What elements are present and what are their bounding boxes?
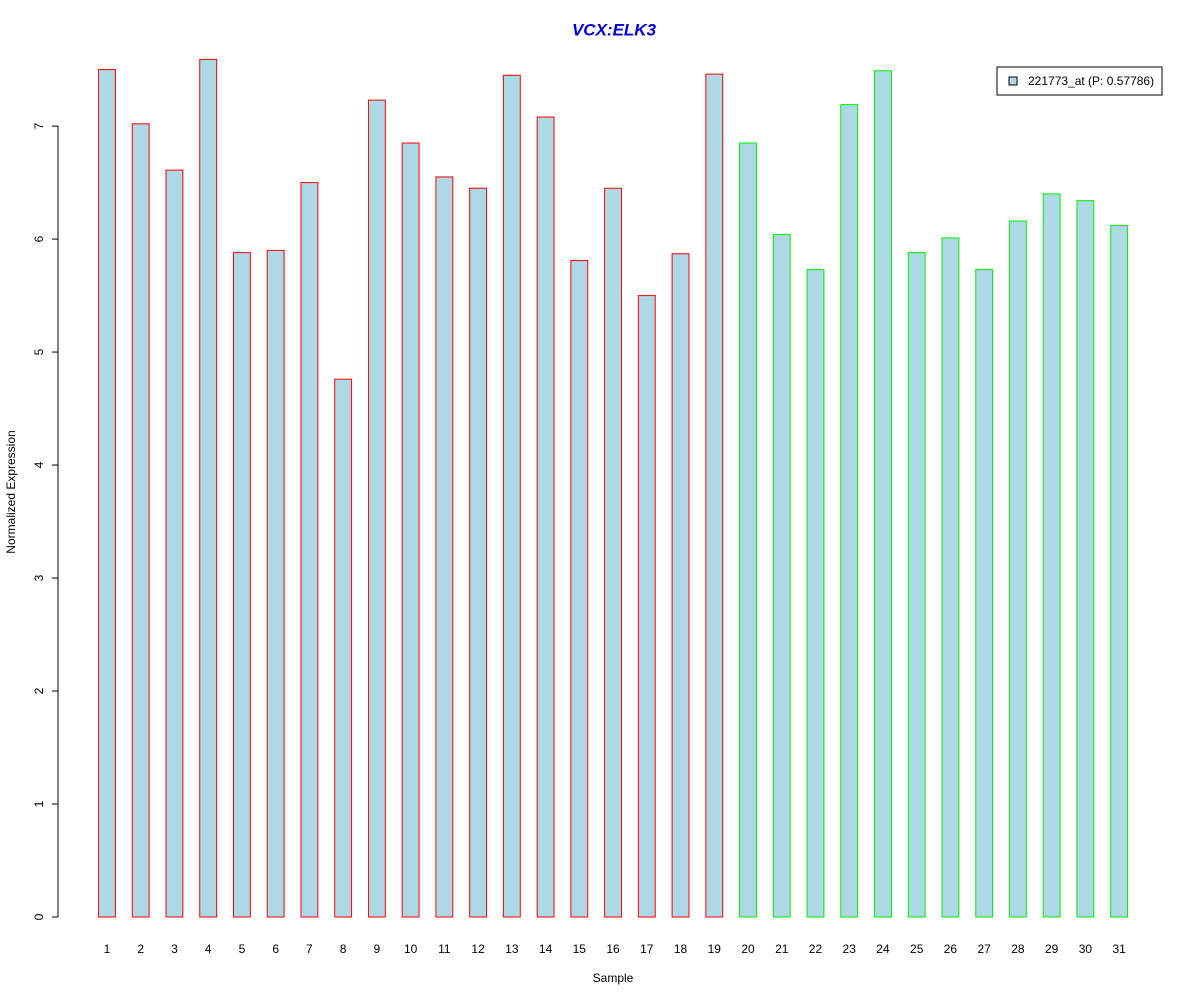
bar (199, 58, 218, 918)
x-tick-label: 13 (505, 942, 519, 956)
legend-swatch (1008, 76, 1018, 86)
bar (131, 123, 150, 918)
bar (570, 260, 589, 918)
x-tick-label: 2 (137, 942, 144, 956)
chart-title: VCX:ELK3 (572, 20, 657, 39)
bar (874, 70, 892, 918)
bar (469, 187, 488, 918)
x-tick-label: 14 (539, 942, 553, 956)
x-tick-label: 31 (1112, 942, 1126, 956)
bar (975, 269, 994, 918)
bar (266, 249, 285, 918)
x-tick-label: 7 (306, 942, 313, 956)
x-tick-label: 8 (340, 942, 347, 956)
bar (1042, 193, 1061, 918)
bar (1110, 225, 1129, 918)
bar (806, 269, 825, 918)
x-tick-label: 25 (910, 942, 924, 956)
bar (1008, 220, 1027, 918)
bar (941, 237, 960, 918)
x-tick-label: 28 (1011, 942, 1025, 956)
x-tick-label: 24 (876, 942, 890, 956)
bar (671, 253, 690, 918)
x-tick-label: 1 (104, 942, 111, 956)
y-axis-label: Normalized Expression (4, 430, 18, 553)
bar (367, 99, 386, 918)
y-tick-label: 5 (32, 348, 46, 355)
x-tick-label: 17 (640, 942, 654, 956)
x-tick-label: 30 (1079, 942, 1093, 956)
legend-label: 221773_at (P: 0.57786) (1028, 74, 1154, 88)
x-axis-label: Sample (593, 971, 634, 985)
bar (401, 142, 420, 918)
x-tick-label: 16 (606, 942, 620, 956)
bar (739, 142, 757, 918)
bar (435, 176, 454, 918)
x-tick-label: 23 (843, 942, 857, 956)
bar (637, 295, 656, 918)
x-tick-label: 18 (674, 942, 688, 956)
x-tick-label: 21 (775, 942, 789, 956)
x-tick-label: 10 (404, 942, 418, 956)
bar (1076, 200, 1095, 918)
bar (502, 74, 521, 918)
x-tick-label: 12 (471, 942, 485, 956)
x-tick-label: 15 (573, 942, 587, 956)
x-tick-label: 11 (438, 942, 451, 956)
y-tick-label: 2 (32, 687, 46, 694)
legend-box (996, 66, 1163, 96)
x-tick-label: 3 (171, 942, 178, 956)
bar (604, 187, 622, 918)
bar (907, 252, 926, 918)
x-tick-label: 19 (708, 942, 722, 956)
x-tick-label: 9 (374, 942, 381, 956)
x-tick-label: 6 (272, 942, 279, 956)
y-tick-label: 3 (32, 574, 46, 581)
bar (536, 116, 555, 918)
x-tick-label: 26 (944, 942, 958, 956)
x-tick-label: 5 (239, 942, 246, 956)
bar (840, 104, 859, 918)
bar (772, 234, 791, 918)
bar (705, 73, 724, 918)
bar (334, 378, 353, 918)
x-tick-label: 27 (977, 942, 991, 956)
bar (232, 252, 251, 918)
x-tick-label: 29 (1045, 942, 1059, 956)
bar (165, 169, 184, 918)
y-tick-label: 0 (32, 913, 46, 920)
y-tick-label: 6 (32, 235, 46, 242)
bar (98, 69, 116, 918)
y-tick-label: 4 (32, 461, 46, 468)
x-tick-label: 22 (809, 942, 823, 956)
x-tick-label: 20 (741, 942, 755, 956)
y-tick-label: 1 (32, 800, 46, 807)
x-tick-label: 4 (205, 942, 212, 956)
y-tick-label: 7 (32, 122, 46, 129)
bar (300, 182, 319, 918)
